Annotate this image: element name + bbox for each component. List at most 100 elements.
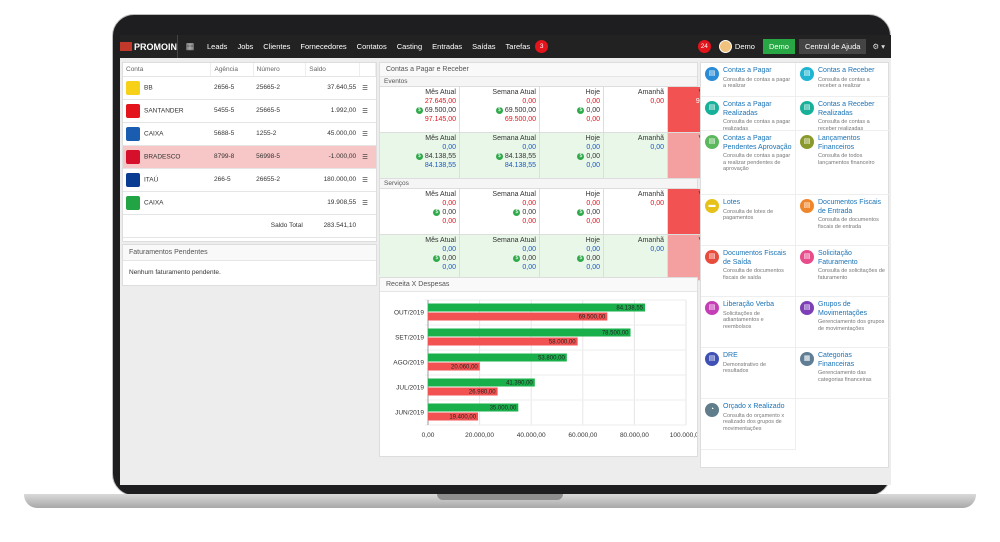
menu-item-contas-a-pagar-realizadas[interactable]: ▤ Contas a Pagar Realizadas Consulta de co… [701, 97, 796, 132]
billing-title: Faturamentos Pendentes [123, 245, 376, 261]
column-header-agencia[interactable]: Agência [210, 63, 254, 77]
table-row[interactable]: CAIXA 5688-5 1255-2 45.000,00 ☰ [123, 122, 376, 146]
summary-cell-amanha[interactable]: Amanhã 0,00 [604, 87, 668, 133]
notification-badge[interactable]: 24 [697, 40, 711, 53]
bar[interactable] [428, 387, 498, 396]
menu-item-lancamentos-financeiros[interactable]: ▤ Lançamentos Financeiros Consulta de todo… [796, 131, 891, 195]
menu-item-lotes[interactable]: ▬ Lotes Consulta de lotes de pagamentos [701, 195, 796, 246]
y-tick-label: JUL/2019 [396, 385, 424, 392]
column-header-numero[interactable]: Número [253, 63, 307, 77]
y-tick-label: JUN/2019 [395, 410, 424, 417]
summary-cell-hoje[interactable]: Hoje 0,00 $0,00 0,00 [540, 87, 604, 133]
bar[interactable] [428, 378, 535, 387]
summary-cell-semana-atual[interactable]: Semana Atual 0,00 $0,00 0,00 [460, 189, 540, 235]
apps-grid-icon[interactable]: ▦ [185, 41, 195, 51]
x-tick-label: 60.000,00 [568, 432, 597, 439]
menu-item-contas-a-pagar[interactable]: ▤ Contas a Pagar Consulta de contas a paga… [701, 63, 796, 97]
brand-logo[interactable]: PROMOIN [120, 35, 178, 58]
summary-cell-semana-atual[interactable]: Semana Atual 0,00 $84.138,55 84.138,55 [460, 133, 540, 179]
menu-item-liberacao-verba[interactable]: ▤ Liberação Verba Solicitações de adiantam… [701, 297, 796, 348]
summary-cell-hoje[interactable]: Hoje 0,00 $0,00 0,00 [540, 189, 604, 235]
gear-icon[interactable]: ⚙ ▾ [872, 42, 885, 51]
nav-item-entradas[interactable]: Entradas [432, 42, 463, 51]
summary-cell-mes-atual[interactable]: Mês Atual 0,00 $0,00 0,00 [380, 189, 460, 235]
column-header-saldo[interactable]: Saldo [305, 63, 360, 77]
menu-item-contas-a-receber[interactable]: ▤ Contas a Receber Consulta de contas a re… [796, 63, 891, 97]
avatar[interactable] [718, 40, 732, 53]
row-menu-icon[interactable]: ☰ [359, 168, 376, 192]
dollar-icon: $ [577, 254, 585, 262]
row-menu-icon[interactable]: ☰ [359, 99, 376, 123]
summary-cell-header: Mês Atual [425, 191, 456, 198]
dollar-icon: $ [495, 152, 503, 160]
nav-item-casting[interactable]: Casting [396, 42, 423, 51]
account-cell: CAIXA [123, 191, 211, 215]
summary-cell-amanha[interactable]: Amanhã 0,00 [604, 133, 668, 179]
table-row[interactable]: BRADESCO 8799-8 56998-5 -1.000,00 ☰ [123, 145, 376, 169]
nav-item-tarefas[interactable]: Tarefas [505, 42, 531, 51]
help-center-button[interactable]: Central de Ajuda [798, 39, 867, 54]
menu-item-contas-a-pagar-pendentes-aprovacao[interactable]: ▤ Contas a Pagar Pendentes Aprovação Consu… [701, 131, 796, 195]
summary-cell-mes-atual[interactable]: Mês Atual 0,00 $84.138,55 84.138,55 [380, 133, 460, 179]
summary-value-top: 0,00 [650, 144, 664, 151]
row-menu-icon[interactable]: ☰ [359, 122, 376, 146]
summary-row: Mês Atual 0,00 $84.138,55 84.138,55 Semana A… [380, 133, 731, 179]
bar[interactable] [428, 312, 608, 321]
bank-logo-icon [126, 80, 140, 95]
summary-cell-mes-atual[interactable]: Mês Atual 27.645,00 $69.500,00 97.145,00 [380, 87, 460, 133]
summary-cell-amanha[interactable]: Amanhã 0,00 [604, 235, 668, 281]
table-row[interactable]: ITAÚ 266-5 26655-2 180.000,00 ☰ [123, 168, 376, 192]
table-row[interactable]: BB 2656-5 25665-2 37.640,55 ☰ [123, 76, 376, 100]
bar[interactable] [428, 337, 578, 346]
table-row[interactable]: CAIXA 19.908,55 ☰ [123, 191, 376, 215]
tasks-badge[interactable]: 3 [535, 40, 549, 53]
bar[interactable] [428, 303, 646, 312]
document-icon: ▦ [800, 352, 814, 366]
row-menu-icon[interactable]: ☰ [359, 145, 376, 169]
menu-item-contas-a-receber-realizadas[interactable]: ▤ Contas a Receber Realizadas Consulta de … [796, 97, 891, 132]
summary-cell-amanha[interactable]: Amanhã 0,00 [604, 189, 668, 235]
menu-item-orcado-x-realizado[interactable]: ◔ Orçado x Realizado Consulta do orçamento… [701, 399, 796, 450]
account-cell: BB [123, 76, 211, 100]
nav-item-fornecedores[interactable]: Fornecedores [300, 42, 347, 51]
top-navbar: PROMOIN ▦ Leads Jobs Clientes Fornecedores C… [120, 35, 891, 58]
row-menu-icon[interactable]: ☰ [359, 191, 376, 215]
summary-value-top: 0,00 [586, 98, 600, 105]
summary-value-top: 0,00 [650, 200, 664, 207]
menu-item-solicitacao-faturamento[interactable]: ▤ Solicitação Faturamento Consulta de soli… [796, 246, 891, 297]
nav-item-saidas[interactable]: Saídas [472, 42, 496, 51]
row-menu-icon[interactable]: ☰ [359, 76, 376, 100]
laptop-base [24, 494, 976, 508]
bar[interactable] [428, 353, 567, 362]
bar[interactable] [428, 362, 480, 371]
table-row[interactable]: SANTANDER 5455-5 25665-5 1.992,00 ☰ [123, 99, 376, 123]
menu-item-documentos-fiscais-de-saida[interactable]: ▤ Documentos Fiscais de Saída Consulta de … [701, 246, 796, 297]
summary-cell-hoje[interactable]: Hoje 0,00 $0,00 0,00 [540, 235, 604, 281]
summary-cell-hoje[interactable]: Hoje 0,00 $0,00 0,00 [540, 133, 604, 179]
summary-cell-semana-atual[interactable]: Semana Atual 0,00 $69.500,00 69.500,00 [460, 87, 540, 133]
nav-right: 24 Demo Demo Central de Ajuda ⚙ ▾ [697, 35, 891, 58]
menu-item-categorias-financeiras[interactable]: ▦ Categorias Financeiras Gerenciamento das… [796, 348, 891, 399]
menu-item-dre[interactable]: ▤ DRE Demonstrativo de resultados [701, 348, 796, 399]
menu-item-grupos-de-movimentacoes[interactable]: ▤ Grupos de Movimentações Gerenciamento do… [796, 297, 891, 348]
nav-item-leads[interactable]: Leads [207, 42, 228, 51]
nav-item-jobs[interactable]: Jobs [237, 42, 254, 51]
bar[interactable] [428, 403, 519, 412]
nav-item-clientes[interactable]: Clientes [263, 42, 291, 51]
summary-cell-mes-atual[interactable]: Mês Atual 0,00 $0,00 0,00 [380, 235, 460, 281]
menu-item-title: Grupos de Movimentações [818, 301, 868, 317]
bar[interactable] [428, 328, 631, 337]
summary-cell-semana-atual[interactable]: Semana Atual 0,00 $0,00 0,00 [460, 235, 540, 281]
column-header-conta[interactable]: Conta [123, 63, 212, 77]
menu-item-title: Solicitação Faturamento [818, 250, 858, 266]
bar[interactable] [428, 412, 479, 421]
summary-value-mid: $0,00 [543, 254, 600, 263]
user-name[interactable]: Demo [734, 42, 755, 51]
accounts-panel: Conta Agência Número Saldo BB 2656-5 25665-2 3… [122, 62, 377, 242]
dollar-icon: $ [513, 254, 521, 262]
menu-item-documentos-fiscais-de-entrada[interactable]: ▤ Documentos Fiscais de Entrada Consulta d… [796, 195, 891, 246]
account-cell: ITAÚ [123, 168, 211, 192]
summary-value-mid-text: 0,00 [522, 255, 536, 262]
demo-button[interactable]: Demo [762, 39, 795, 54]
nav-item-contatos[interactable]: Contatos [356, 42, 387, 51]
